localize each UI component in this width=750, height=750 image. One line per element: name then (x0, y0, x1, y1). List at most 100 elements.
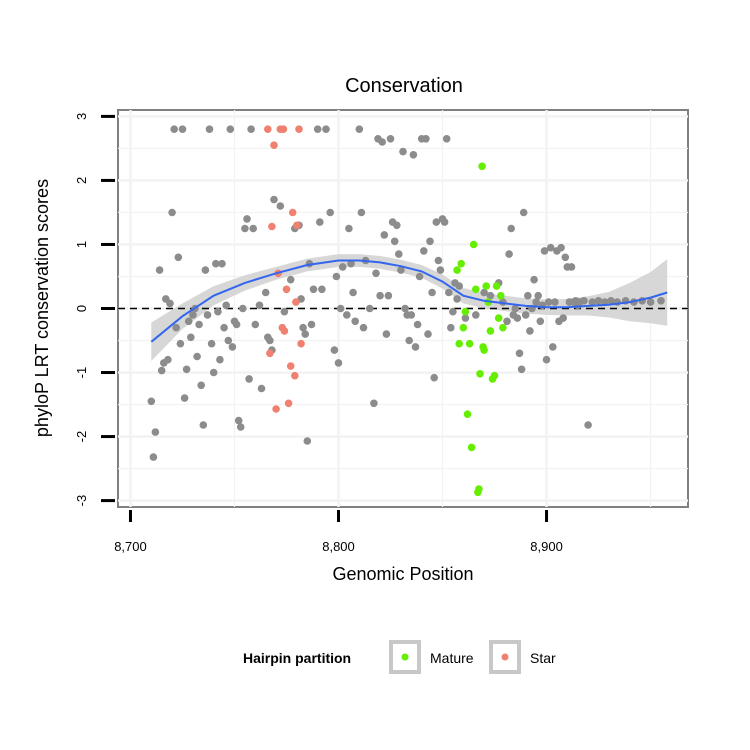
point-other (551, 298, 559, 306)
point-other (355, 125, 364, 133)
point-other (422, 135, 430, 143)
point-other (646, 298, 655, 306)
point-other (155, 266, 164, 274)
point-other (511, 304, 520, 313)
point-other (209, 368, 218, 377)
point-other (245, 375, 253, 383)
legend-title: Hairpin partition (243, 650, 351, 666)
smooth-trend-line (150, 259, 668, 343)
point-other (384, 291, 393, 300)
point-other (442, 135, 451, 143)
point-other (199, 421, 208, 429)
point-mature (482, 282, 491, 290)
point-other (313, 125, 322, 133)
point-other (420, 247, 428, 255)
point-other (549, 343, 557, 351)
point-other (395, 250, 403, 258)
point-other (546, 243, 555, 252)
point-other (178, 125, 187, 133)
point-other (526, 327, 534, 335)
point-other (239, 304, 247, 313)
point-other (332, 272, 341, 281)
point-mature (465, 339, 474, 348)
point-other (164, 355, 172, 364)
x-tick-label: 8,900 (530, 539, 563, 554)
point-other (393, 221, 401, 230)
point-other (172, 323, 180, 332)
point-mature (453, 266, 461, 274)
y-tick-label: -2 (74, 431, 89, 443)
point-other (193, 352, 201, 361)
point-other (182, 365, 191, 374)
point-other (184, 317, 193, 326)
point-other (349, 288, 357, 297)
y-tick-label: 2 (74, 177, 89, 184)
point-other (318, 285, 326, 294)
point-mature (472, 285, 480, 294)
point-other (430, 373, 439, 382)
point-other (426, 237, 434, 246)
point-mature (479, 343, 487, 351)
point-other (607, 297, 615, 305)
point-other (461, 314, 470, 322)
point-other (309, 285, 318, 294)
point-star (297, 339, 305, 348)
point-other (149, 453, 158, 461)
point-other (580, 297, 588, 305)
point-star (291, 371, 299, 380)
point-other (322, 125, 330, 133)
y-tick-label: -3 (74, 495, 89, 507)
point-other (380, 231, 389, 239)
point-other (370, 399, 378, 408)
point-other (180, 394, 189, 402)
point-other (657, 297, 665, 305)
point-mature (499, 323, 507, 332)
point-other (357, 208, 366, 217)
point-other (307, 320, 316, 329)
point-mature (461, 307, 470, 316)
point-mature (478, 162, 486, 171)
legend-key-mature (389, 640, 421, 674)
point-star (270, 141, 278, 149)
point-other (197, 381, 205, 390)
point-other (299, 323, 307, 332)
point-other (453, 295, 461, 303)
point-other (174, 253, 183, 262)
point-other (401, 304, 409, 313)
point-other (415, 272, 424, 281)
point-other (399, 147, 407, 156)
point-other (540, 247, 549, 255)
point-star (282, 285, 291, 294)
point-other (224, 336, 233, 345)
point-other (409, 151, 418, 159)
point-other (326, 208, 335, 217)
point-star (266, 349, 274, 358)
point-other (532, 298, 540, 306)
point-other (480, 288, 488, 297)
point-other (176, 339, 185, 348)
chart-title: Conservation (345, 75, 463, 97)
point-other (166, 299, 174, 308)
point-mature (492, 282, 501, 290)
point-other (561, 253, 570, 262)
point-other (428, 288, 436, 297)
point-other (521, 311, 530, 319)
point-other (261, 288, 270, 297)
point-other (405, 336, 414, 345)
point-other (251, 320, 260, 329)
legend: Hairpin partition Mature Star (243, 640, 556, 674)
point-other (334, 359, 343, 367)
point-other (436, 266, 445, 274)
point-star (292, 298, 300, 306)
point-other (386, 135, 395, 143)
point-mature (469, 240, 478, 249)
point-other (170, 125, 178, 133)
point-star (264, 125, 272, 133)
point-other (207, 339, 216, 348)
point-other (234, 416, 243, 425)
grid-lines (118, 110, 688, 507)
y-axis-title: phyloP LRT conservation scores (32, 179, 52, 437)
point-mature (475, 485, 483, 493)
point-other (316, 218, 324, 226)
